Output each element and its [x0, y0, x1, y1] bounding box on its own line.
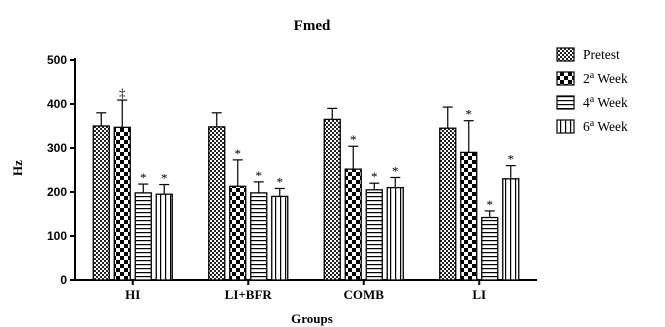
- legend-label: 4a Week: [583, 94, 628, 110]
- significance-marker: *: [466, 107, 473, 122]
- bar: [271, 195, 289, 281]
- bar: [92, 125, 110, 281]
- bars: HI ‡ * * LI+BFR * * * COMB * * * LI * * *: [92, 85, 520, 302]
- legend-swatch: [556, 71, 575, 86]
- y-tick-label: 200: [47, 185, 67, 199]
- significance-marker: *: [487, 197, 494, 212]
- bar: [323, 118, 341, 281]
- significance-marker: *: [256, 168, 263, 183]
- bar: [439, 127, 457, 281]
- significance-marker: *: [277, 174, 284, 189]
- legend-swatch: [556, 119, 575, 134]
- bar: [344, 168, 362, 281]
- y-tick-label: 400: [47, 97, 67, 111]
- bar: [481, 216, 499, 281]
- bar: [502, 178, 520, 281]
- bar: [229, 185, 247, 281]
- significance-marker: *: [508, 152, 515, 167]
- y-tick-label: 500: [47, 53, 67, 67]
- legend-label: Pretest: [583, 47, 620, 62]
- bar: [155, 193, 173, 281]
- bar: [134, 192, 152, 281]
- significance-marker: *: [161, 171, 168, 186]
- x-tick-label: HI: [125, 287, 140, 302]
- legend-label: 2a Week: [583, 70, 628, 86]
- bar: [460, 151, 478, 281]
- x-tick-label: LI+BFR: [225, 287, 273, 302]
- significance-marker: *: [392, 163, 399, 178]
- chart-title: Fmed: [294, 18, 331, 34]
- y-tick-label: 0: [60, 273, 67, 287]
- legend-swatch: [556, 47, 575, 62]
- legend-label: 6a Week: [583, 118, 628, 134]
- y-axis-label: Hz: [10, 160, 25, 176]
- bar: [386, 186, 404, 281]
- bar: [113, 126, 131, 281]
- x-tick-label: LI: [472, 287, 486, 302]
- x-tick-label: COMB: [344, 287, 385, 302]
- significance-marker: *: [371, 169, 378, 184]
- bar: [208, 126, 226, 281]
- significance-marker: *: [350, 132, 357, 147]
- bar: [250, 192, 268, 281]
- legend-swatch: [556, 95, 575, 110]
- y-tick-label: 100: [47, 229, 67, 243]
- x-axis-label: Groups: [291, 311, 333, 326]
- bar: [365, 189, 383, 281]
- significance-marker: *: [140, 170, 147, 185]
- y-tick-label: 300: [47, 141, 67, 155]
- significance-marker: ‡: [119, 85, 126, 100]
- legend: Pretest 2a Week 4a Week 6a Week: [556, 47, 628, 134]
- significance-marker: *: [235, 146, 242, 161]
